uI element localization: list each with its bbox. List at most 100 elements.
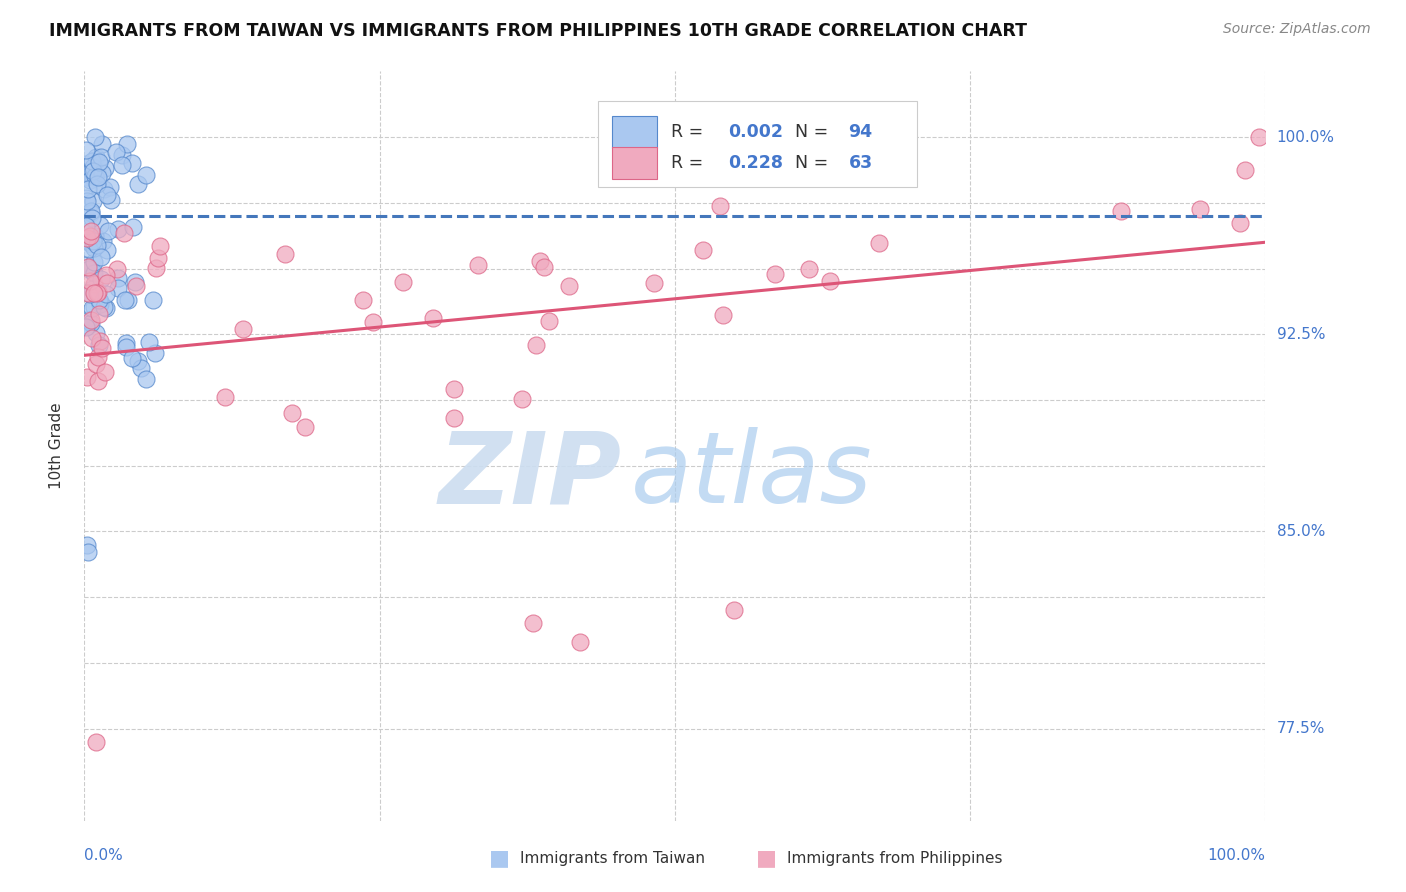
- Point: [86, 165, 108, 179]
- Point: [77, 545, 100, 559]
- Point: [558, 279, 581, 293]
- Point: [105, 145, 128, 159]
- Point: [443, 382, 465, 396]
- Text: Immigrants from Taiwan: Immigrants from Taiwan: [520, 851, 706, 865]
- Point: [763, 267, 786, 281]
- Point: [1249, 130, 1271, 145]
- Point: [76, 260, 98, 274]
- Point: [709, 199, 731, 213]
- Point: [352, 293, 374, 307]
- Point: [82, 265, 104, 279]
- Text: N =: N =: [796, 153, 834, 172]
- Point: [76, 194, 98, 208]
- Point: [77, 285, 100, 300]
- Text: R =: R =: [671, 123, 709, 141]
- Point: [86, 286, 108, 301]
- Point: [75, 143, 97, 157]
- Point: [129, 361, 152, 376]
- Point: [83, 300, 105, 314]
- Point: [79, 287, 101, 301]
- Point: [90, 271, 112, 285]
- Text: 0.002: 0.002: [728, 123, 783, 141]
- Point: [96, 277, 118, 291]
- Point: [82, 160, 104, 174]
- Point: [392, 275, 415, 289]
- Point: [83, 129, 105, 144]
- Point: [76, 370, 98, 384]
- Point: [75, 320, 97, 334]
- Point: [91, 136, 114, 151]
- Point: [1109, 204, 1132, 219]
- Point: [522, 616, 544, 631]
- Text: ZIP: ZIP: [439, 427, 621, 524]
- Point: [91, 341, 114, 355]
- Point: [76, 234, 98, 248]
- Point: [82, 169, 104, 184]
- Point: [76, 313, 98, 327]
- Point: [76, 538, 98, 552]
- Point: [138, 335, 160, 350]
- Point: [87, 350, 110, 364]
- Point: [533, 260, 555, 274]
- Point: [114, 340, 136, 354]
- Point: [122, 220, 145, 235]
- Point: [82, 282, 104, 296]
- Point: [121, 156, 143, 170]
- Point: [142, 293, 165, 307]
- Point: [115, 335, 138, 350]
- Point: [96, 188, 118, 202]
- Text: Source: ZipAtlas.com: Source: ZipAtlas.com: [1223, 22, 1371, 37]
- Point: [77, 166, 100, 180]
- Text: N =: N =: [796, 123, 834, 141]
- Point: [89, 334, 111, 349]
- Point: [93, 182, 115, 196]
- Point: [77, 242, 100, 256]
- Point: [77, 182, 100, 196]
- Point: [76, 230, 98, 244]
- Text: 100.0%: 100.0%: [1208, 848, 1265, 863]
- Point: [80, 153, 103, 168]
- Point: [83, 169, 105, 183]
- Point: [124, 275, 146, 289]
- Text: Immigrants from Philippines: Immigrants from Philippines: [787, 851, 1002, 865]
- Point: [121, 351, 143, 365]
- Point: [89, 293, 111, 308]
- Text: R =: R =: [671, 153, 709, 172]
- Point: [1189, 202, 1212, 216]
- Text: 85.0%: 85.0%: [1277, 524, 1324, 539]
- Point: [125, 279, 148, 293]
- Point: [98, 179, 121, 194]
- Point: [148, 251, 170, 265]
- Point: [644, 277, 666, 291]
- Point: [111, 147, 134, 161]
- FancyBboxPatch shape: [598, 102, 917, 187]
- Point: [82, 331, 104, 345]
- Point: [75, 191, 97, 205]
- Point: [799, 262, 821, 277]
- Point: [83, 166, 105, 180]
- Point: [273, 246, 295, 260]
- Point: [91, 234, 114, 248]
- Point: [83, 285, 105, 300]
- Point: [111, 158, 134, 172]
- Point: [84, 735, 107, 749]
- Point: [149, 238, 172, 252]
- Point: [96, 244, 118, 258]
- Text: 100.0%: 100.0%: [1277, 129, 1334, 145]
- Point: [89, 218, 111, 232]
- Point: [82, 211, 104, 225]
- Point: [711, 308, 734, 322]
- Point: [87, 169, 110, 184]
- Point: [723, 603, 745, 617]
- Point: [117, 293, 139, 307]
- Point: [127, 353, 149, 368]
- Point: [818, 274, 841, 288]
- Point: [84, 357, 107, 371]
- Point: [127, 177, 149, 191]
- Text: ■: ■: [489, 848, 509, 868]
- Point: [86, 285, 108, 299]
- Point: [75, 219, 97, 234]
- Text: IMMIGRANTS FROM TAIWAN VS IMMIGRANTS FROM PHILIPPINES 10TH GRADE CORRELATION CHA: IMMIGRANTS FROM TAIWAN VS IMMIGRANTS FRO…: [49, 22, 1028, 40]
- Point: [524, 337, 547, 351]
- Point: [100, 193, 122, 207]
